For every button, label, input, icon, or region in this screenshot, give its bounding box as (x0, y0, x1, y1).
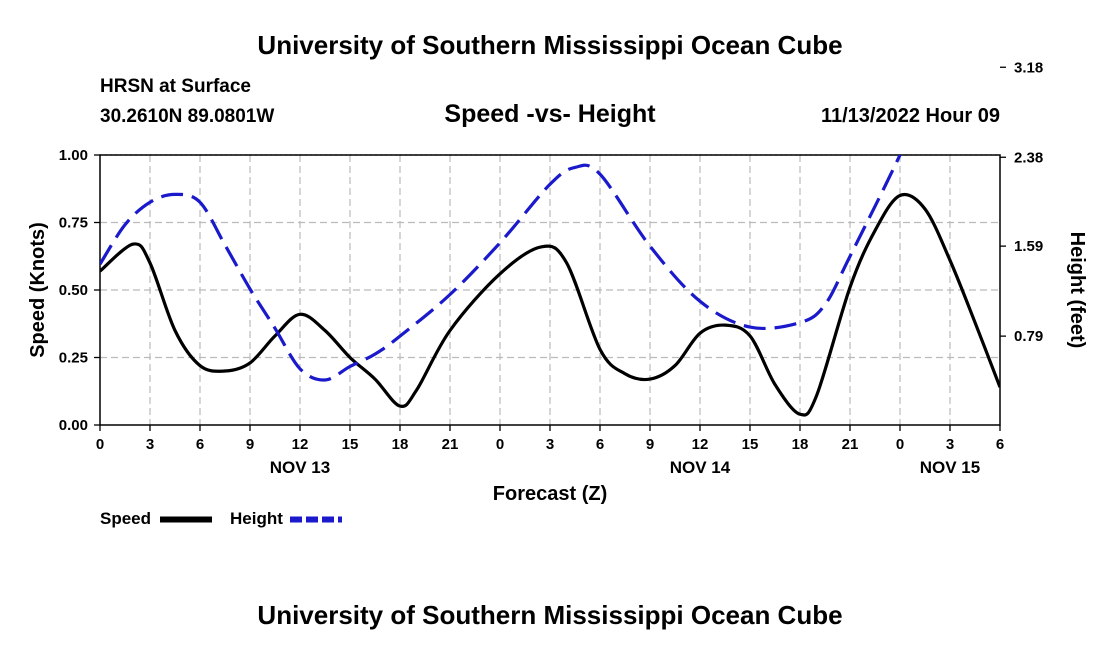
x-tick-label: 3 (946, 436, 954, 453)
legend-height-swatch (290, 516, 342, 523)
x-tick-label: 0 (896, 436, 904, 453)
x-day-label: NOV 13 (270, 458, 330, 477)
x-tick-label: 21 (842, 436, 859, 453)
legend-speed-label: Speed (100, 509, 152, 528)
x-tick-label: 6 (196, 436, 204, 453)
station-label: HRSN at Surface (100, 76, 251, 97)
y-axis-label-left: Speed (Knots) (27, 222, 49, 358)
station-coords: 30.2610N 89.0801W (100, 106, 275, 127)
y-tick-label-left: 0.50 (59, 282, 88, 299)
forecast-date: 11/13/2022 Hour 09 (820, 105, 1000, 127)
page-title: University of Southern Mississippi Ocean… (257, 30, 843, 60)
legend-speed-swatch (160, 516, 212, 523)
x-tick-label: 6 (596, 436, 604, 453)
series-lines (100, 155, 1000, 417)
axis-ticks: 0 3 6 9 12 15 18 21 0 3 6 9 12 15 18 21 0 3 6 NOV 13 NOV 14 N… (59, 59, 1043, 477)
y-tick-label-right: 2.38 (1014, 149, 1043, 166)
y-tick-label-left: 0.75 (59, 215, 88, 232)
x-axis-label: Forecast (Z) (493, 483, 607, 505)
y-tick-label-left: 1.00 (59, 147, 88, 164)
x-tick-label: 6 (996, 436, 1004, 453)
y-axis-label-right: Height (feet) (1066, 232, 1088, 349)
x-tick-label: 3 (146, 436, 154, 453)
x-tick-label: 15 (342, 436, 359, 453)
x-tick-label: 0 (496, 436, 504, 453)
chart-title: Speed -vs- Height (444, 100, 656, 128)
x-tick-label: 9 (246, 436, 254, 453)
x-tick-label: 18 (392, 436, 409, 453)
y-tick-label-left: 0.00 (59, 417, 88, 434)
legend-height-label: Height (230, 509, 283, 528)
speed-series-line (100, 192, 1000, 417)
x-day-label: NOV 15 (920, 458, 980, 477)
x-tick-label: 0 (96, 436, 104, 453)
x-tick-label: 9 (646, 436, 654, 453)
y-tick-label-right: 1.59 (1014, 238, 1043, 255)
y-tick-label-right: 0.79 (1014, 328, 1043, 345)
x-tick-label: 21 (442, 436, 459, 453)
x-day-label: NOV 14 (670, 458, 731, 477)
x-tick-label: 18 (792, 436, 809, 453)
y-tick-label-right: 3.18 (1014, 59, 1043, 76)
height-series-line (100, 155, 902, 382)
x-tick-label: 12 (692, 436, 709, 453)
footer-title: University of Southern Mississippi Ocean… (257, 600, 843, 630)
y-tick-label-left: 0.25 (59, 350, 88, 367)
grid (100, 154, 1000, 425)
x-tick-label: 3 (546, 436, 554, 453)
x-tick-label: 15 (742, 436, 759, 453)
x-tick-label: 12 (292, 436, 309, 453)
